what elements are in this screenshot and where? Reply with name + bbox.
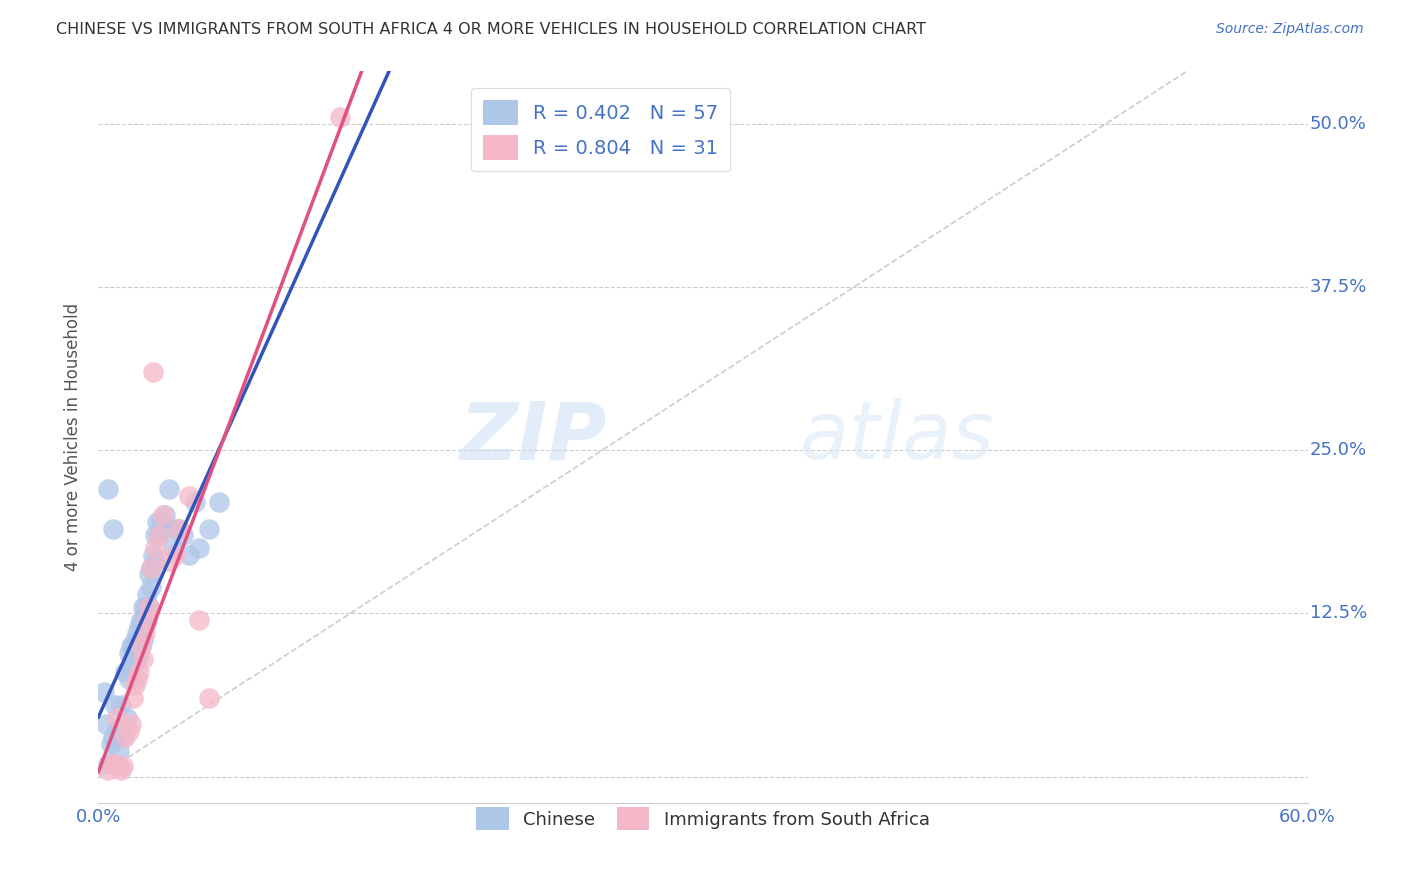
Point	[103, 698, 125, 712]
Point	[114, 731, 136, 745]
Point	[97, 756, 120, 771]
Point	[135, 587, 157, 601]
Point	[129, 639, 152, 653]
Point	[329, 110, 352, 124]
Point	[129, 639, 152, 653]
Point	[198, 691, 221, 706]
Point	[114, 665, 136, 680]
Point	[129, 613, 152, 627]
Point	[167, 521, 190, 535]
Point	[107, 743, 129, 757]
Point	[135, 613, 157, 627]
Point	[124, 652, 146, 666]
Point	[162, 541, 184, 555]
Point	[179, 548, 201, 562]
Point	[167, 521, 190, 535]
Point	[101, 521, 124, 535]
Point	[146, 515, 169, 529]
Point	[138, 599, 160, 614]
Text: ZIP: ZIP	[458, 398, 606, 476]
Point	[138, 567, 160, 582]
Point	[120, 639, 142, 653]
Legend: Chinese, Immigrants from South Africa: Chinese, Immigrants from South Africa	[470, 800, 936, 838]
Point	[132, 613, 155, 627]
Point	[110, 763, 132, 777]
Point	[142, 365, 165, 379]
Point	[139, 560, 162, 574]
Point	[152, 521, 174, 535]
Point	[107, 759, 129, 773]
Point	[105, 711, 128, 725]
Point	[152, 508, 174, 523]
Point	[105, 723, 128, 738]
Point	[96, 717, 118, 731]
Text: 25.0%: 25.0%	[1310, 442, 1367, 459]
Point	[143, 528, 166, 542]
Point	[172, 528, 194, 542]
Point	[97, 763, 120, 777]
Point	[208, 495, 231, 509]
Point	[132, 652, 155, 666]
Text: 37.5%: 37.5%	[1310, 278, 1368, 296]
Point	[128, 619, 150, 633]
Point	[128, 665, 150, 680]
Point	[134, 599, 156, 614]
Text: 12.5%: 12.5%	[1310, 605, 1367, 623]
Point	[134, 619, 156, 633]
Point	[110, 698, 132, 712]
Point	[124, 678, 146, 692]
Point	[118, 646, 141, 660]
Point	[184, 495, 207, 509]
Point	[157, 554, 180, 568]
Point	[132, 632, 155, 647]
Point	[100, 737, 122, 751]
Point	[149, 515, 172, 529]
Point	[128, 646, 150, 660]
Point	[125, 626, 148, 640]
Point	[143, 554, 166, 568]
Text: atlas: atlas	[800, 398, 994, 476]
Point	[142, 548, 165, 562]
Point	[118, 723, 141, 738]
Point	[101, 731, 124, 745]
Point	[101, 756, 124, 771]
Point	[120, 658, 142, 673]
Point	[121, 658, 143, 673]
Text: CHINESE VS IMMIGRANTS FROM SOUTH AFRICA 4 OR MORE VEHICLES IN HOUSEHOLD CORRELAT: CHINESE VS IMMIGRANTS FROM SOUTH AFRICA …	[56, 22, 927, 37]
Point	[115, 711, 138, 725]
Point	[163, 521, 186, 535]
Text: Source: ZipAtlas.com: Source: ZipAtlas.com	[1216, 22, 1364, 37]
Point	[132, 599, 155, 614]
Point	[139, 580, 162, 594]
Point	[93, 685, 115, 699]
Point	[179, 489, 201, 503]
Point	[120, 717, 142, 731]
Point	[135, 613, 157, 627]
Point	[148, 528, 170, 542]
Point	[163, 548, 186, 562]
Point	[198, 521, 221, 535]
Y-axis label: 4 or more Vehicles in Household: 4 or more Vehicles in Household	[65, 303, 83, 571]
Point	[121, 691, 143, 706]
Point	[125, 672, 148, 686]
Point	[143, 541, 166, 555]
Point	[121, 639, 143, 653]
Point	[134, 626, 156, 640]
Point	[138, 599, 160, 614]
Text: 50.0%: 50.0%	[1310, 114, 1367, 133]
Point	[157, 483, 180, 497]
Point	[148, 528, 170, 542]
Point	[125, 652, 148, 666]
Point	[103, 756, 125, 771]
Point	[124, 632, 146, 647]
Point	[97, 483, 120, 497]
Point	[118, 672, 141, 686]
Point	[111, 731, 134, 745]
Point	[188, 541, 211, 555]
Point	[111, 759, 134, 773]
Point	[188, 613, 211, 627]
Point	[153, 508, 176, 523]
Point	[139, 560, 162, 574]
